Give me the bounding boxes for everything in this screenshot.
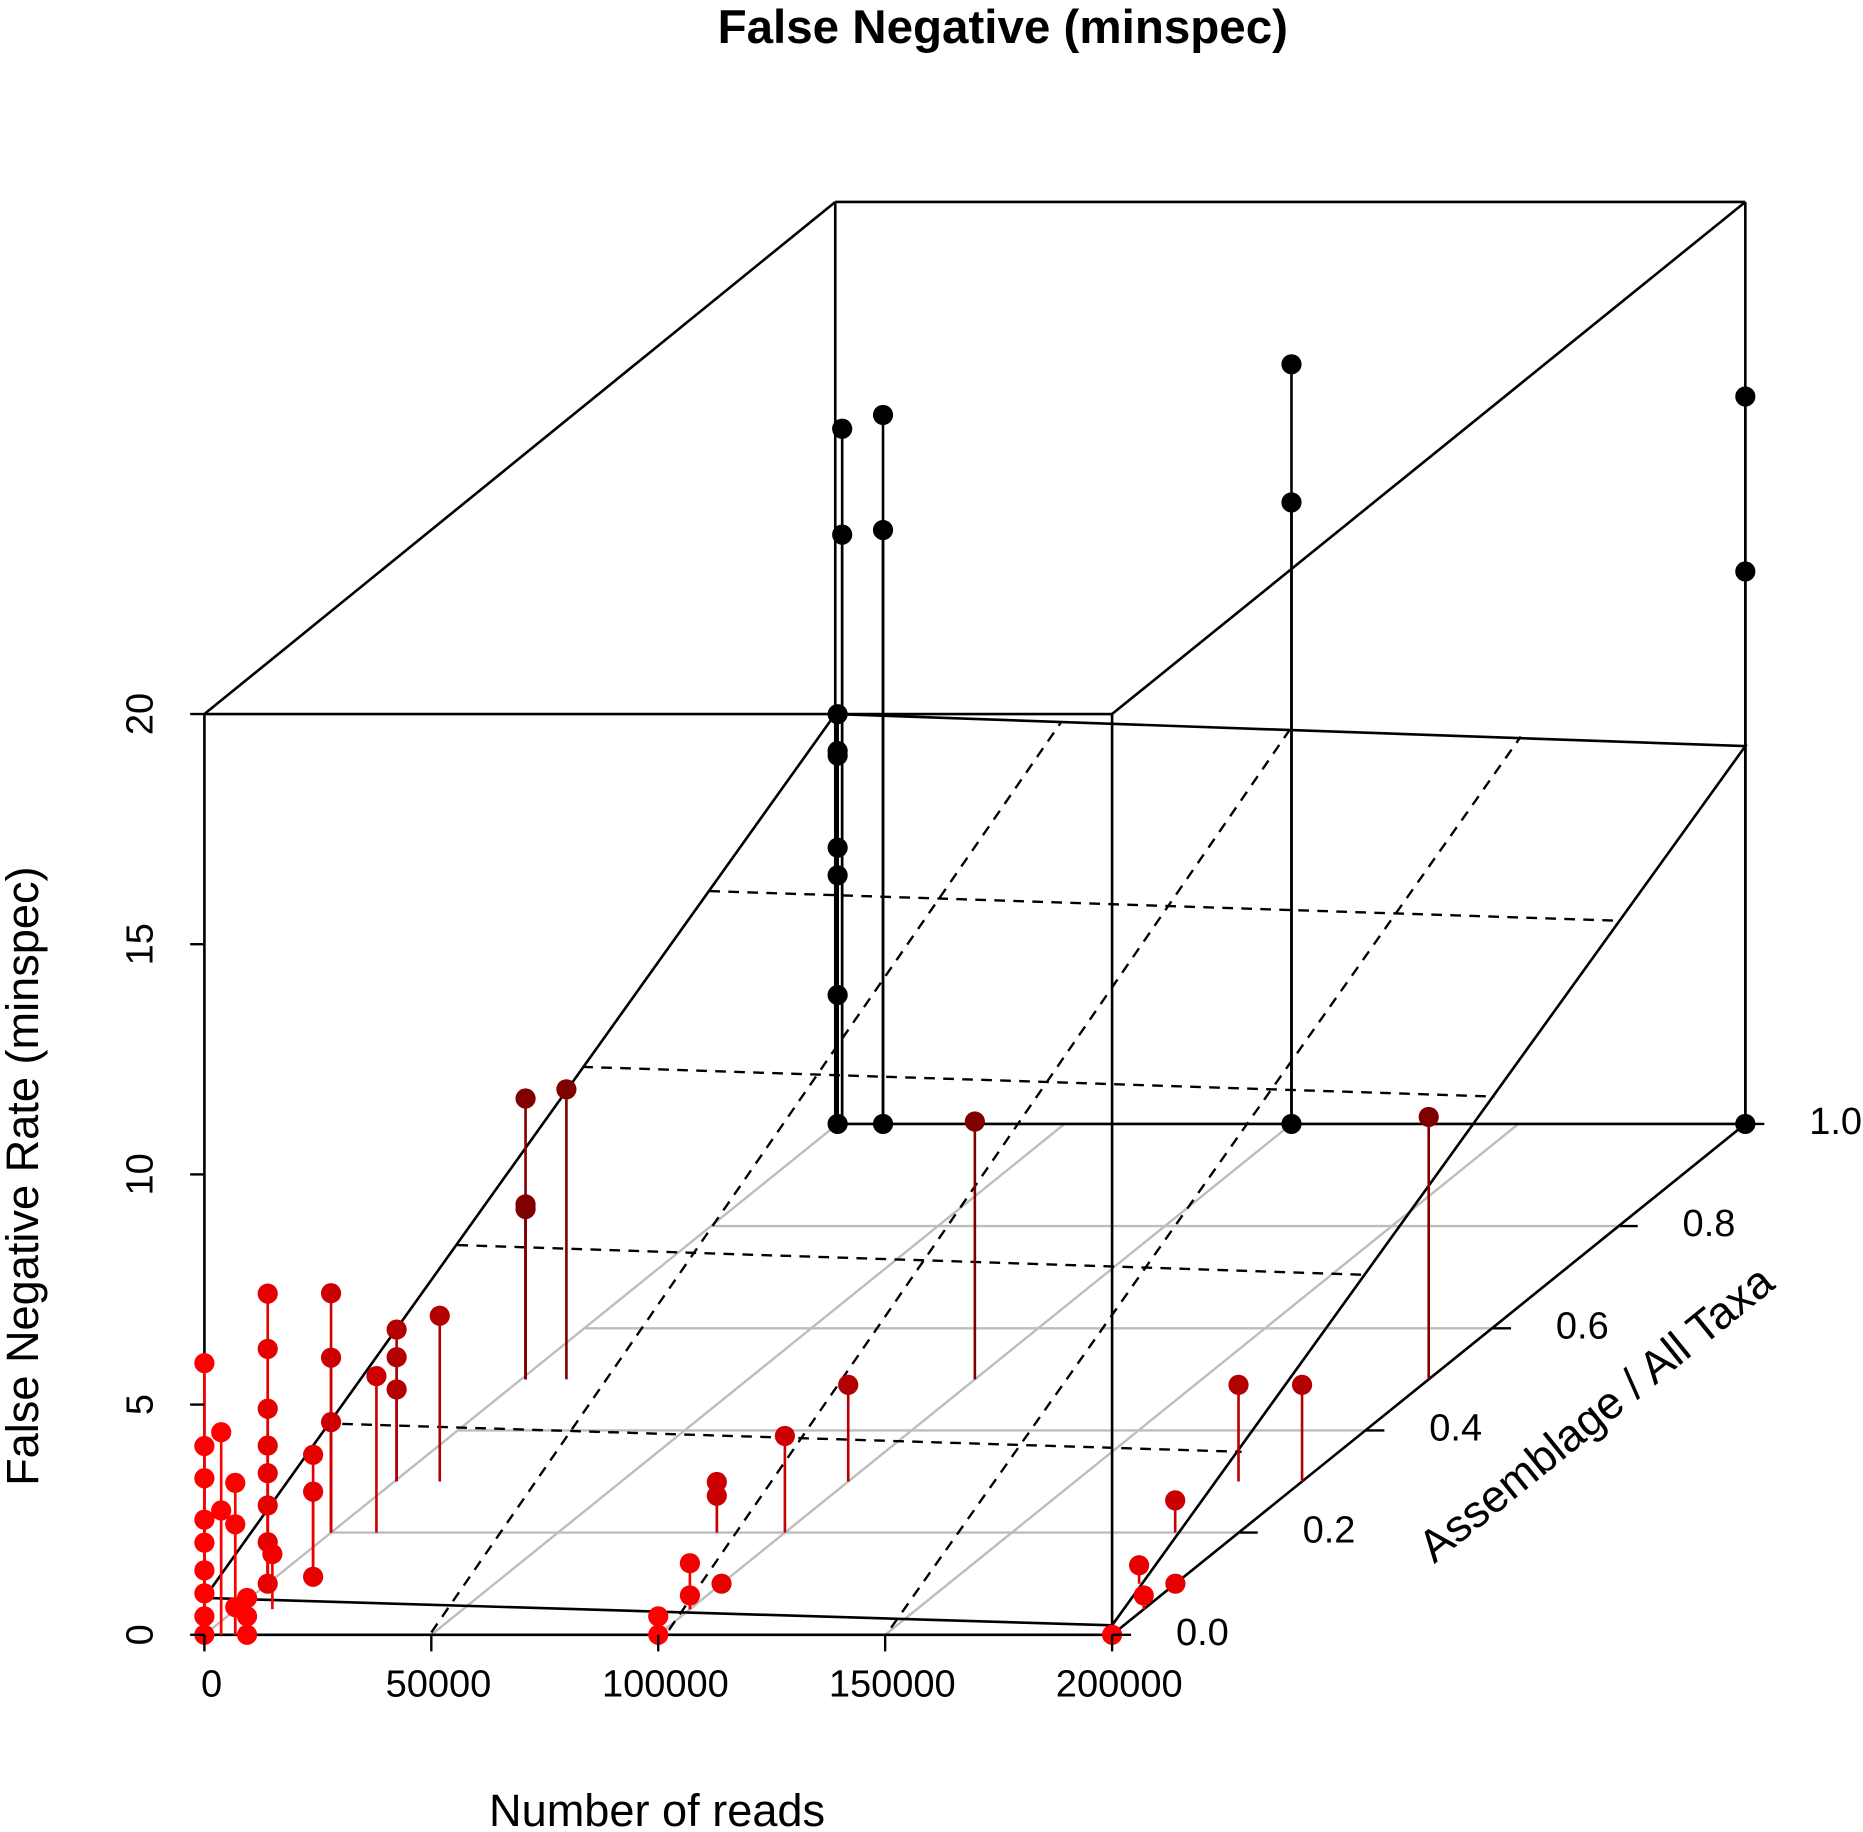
z-tick-label: 10 — [120, 1153, 162, 1195]
point — [211, 1500, 232, 1521]
point — [556, 1079, 577, 1100]
point — [1418, 1106, 1439, 1128]
plane-line — [582, 1065, 1495, 1098]
x-tick-label: 50000 — [386, 1664, 492, 1706]
point — [257, 1435, 278, 1456]
point — [1281, 1113, 1302, 1135]
point — [320, 1283, 342, 1304]
point — [1129, 1555, 1150, 1576]
z-axis-label: False Negative Rate (minspec) — [0, 866, 48, 1485]
point — [257, 1495, 278, 1516]
x-tick-label: 0 — [201, 1664, 222, 1706]
point — [257, 1573, 278, 1594]
point — [366, 1365, 387, 1387]
chart-title: False Negative (minspec) — [718, 1, 1288, 54]
point — [679, 1585, 701, 1606]
point — [827, 745, 848, 766]
point — [872, 404, 894, 426]
point — [303, 1481, 324, 1502]
point — [194, 1560, 215, 1581]
point — [827, 704, 848, 725]
point — [262, 1543, 283, 1565]
y-tick-label: 0.8 — [1683, 1203, 1736, 1245]
point — [515, 1088, 536, 1109]
y-tick-label: 0.2 — [1303, 1510, 1356, 1552]
plane-line — [457, 1243, 1367, 1276]
point — [827, 984, 848, 1006]
point — [194, 1509, 215, 1530]
y-tick-label: 0.6 — [1556, 1305, 1609, 1347]
points — [194, 354, 1756, 1645]
point — [964, 1111, 985, 1132]
point — [257, 1398, 278, 1419]
point — [711, 1573, 732, 1594]
point — [1291, 1374, 1313, 1395]
point — [386, 1347, 407, 1368]
point — [303, 1566, 324, 1587]
plane-line — [709, 889, 1620, 922]
point — [257, 1463, 278, 1484]
point — [320, 1347, 342, 1368]
point — [774, 1425, 795, 1447]
point — [832, 418, 853, 439]
point — [386, 1379, 407, 1400]
plane-line — [430, 721, 1062, 1634]
point — [194, 1583, 215, 1604]
box-edge — [1111, 200, 1747, 716]
grid-line — [884, 1122, 1520, 1636]
point — [827, 865, 848, 886]
z-tick-label: 0 — [120, 1624, 162, 1645]
point — [706, 1471, 727, 1493]
point — [257, 1283, 278, 1304]
point — [429, 1305, 450, 1326]
point — [1735, 386, 1756, 407]
point — [257, 1338, 278, 1360]
z-tick-label: 20 — [120, 693, 162, 735]
point — [386, 1319, 407, 1340]
point — [236, 1587, 258, 1609]
plane-line — [667, 729, 1291, 1631]
z-tick-label: 5 — [120, 1394, 162, 1415]
point — [225, 1514, 246, 1535]
z-tick-label: 15 — [120, 923, 162, 965]
point — [320, 1412, 342, 1433]
point — [225, 1472, 246, 1493]
point — [303, 1444, 324, 1465]
point — [1228, 1374, 1249, 1395]
point — [194, 1606, 215, 1627]
point — [648, 1606, 669, 1627]
point — [194, 1435, 215, 1457]
point — [872, 1113, 894, 1135]
point — [1133, 1585, 1154, 1606]
y-tick-label: 1.0 — [1809, 1101, 1862, 1143]
box-edge — [203, 200, 837, 716]
point — [194, 1468, 215, 1489]
point — [194, 1532, 215, 1553]
x-tick-label: 100000 — [602, 1664, 729, 1706]
point — [211, 1422, 232, 1443]
point — [706, 1485, 727, 1506]
x-tick-label: 200000 — [1056, 1664, 1183, 1706]
y-tick-label: 0.4 — [1429, 1407, 1482, 1449]
point — [515, 1198, 536, 1220]
point — [679, 1553, 701, 1574]
grid-line — [203, 1122, 839, 1636]
point — [1281, 354, 1302, 375]
x-axis-label: Number of reads — [489, 1785, 825, 1832]
x-tick-label: 150000 — [829, 1664, 956, 1706]
point — [194, 1353, 215, 1374]
point — [1165, 1490, 1186, 1511]
point — [1165, 1573, 1186, 1594]
grid-line — [430, 1122, 1066, 1636]
y-tick-label: 0.0 — [1176, 1612, 1229, 1654]
point — [838, 1374, 859, 1395]
point — [827, 837, 848, 858]
